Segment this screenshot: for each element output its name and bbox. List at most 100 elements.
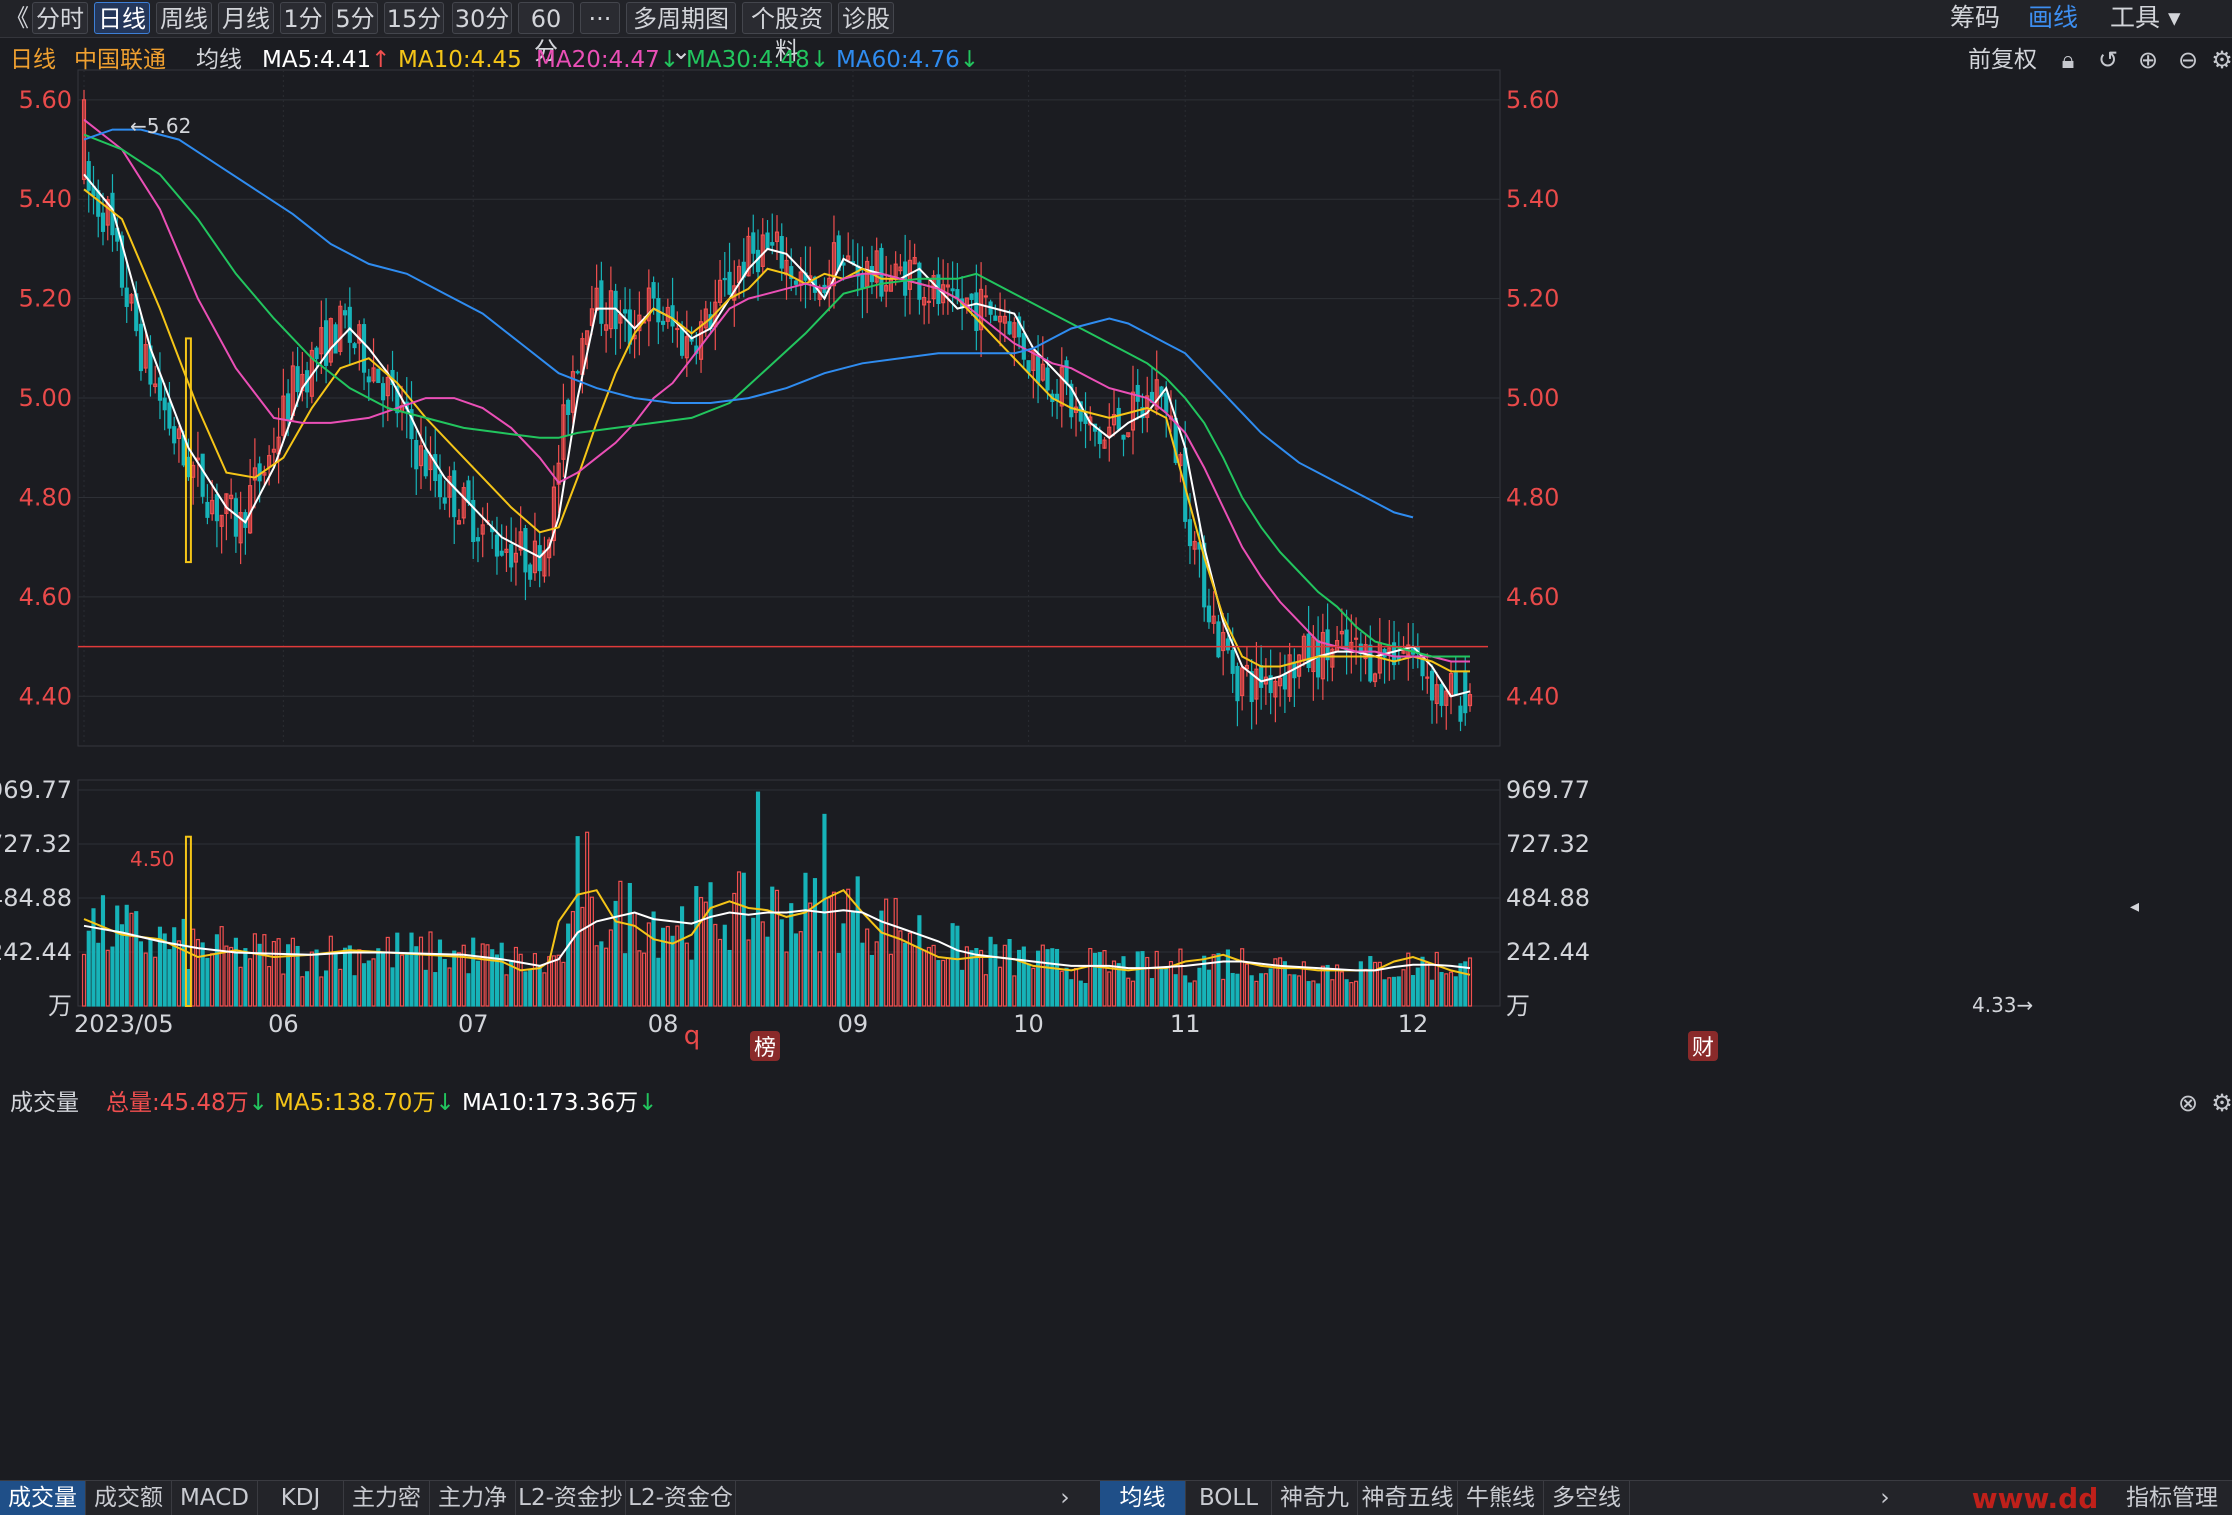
volume-bar — [1259, 973, 1264, 1007]
period-button-more[interactable]: ··· — [580, 2, 620, 34]
draw-line-button[interactable]: 画线 — [2028, 3, 2079, 32]
chevron-right-icon[interactable]: › — [1060, 1485, 1070, 1511]
volume-bar — [248, 958, 253, 1007]
candle-body — [717, 279, 723, 303]
candle-body — [395, 386, 400, 414]
candle-body — [1458, 705, 1463, 722]
volume-bar — [295, 945, 300, 1007]
period-button-1min[interactable]: 1分 — [280, 2, 326, 34]
fuquan-selector[interactable]: 前复权 — [1968, 47, 2037, 73]
volume-bar — [551, 955, 556, 1007]
volume-bar — [784, 951, 789, 1007]
candle-body — [385, 376, 390, 397]
tab-left-3[interactable]: KDJ — [258, 1481, 344, 1515]
volume-bar — [504, 974, 509, 1007]
volume-bar — [936, 960, 941, 1007]
zoom-in-icon[interactable]: ⊕ — [2137, 46, 2159, 74]
period-button-diagnose[interactable]: 诊股 — [838, 2, 894, 34]
period-button-fenshi[interactable]: 分时 — [32, 2, 88, 34]
period-button-30min[interactable]: 30分 — [452, 2, 512, 34]
volume-bar — [793, 933, 799, 1007]
tab-left-4[interactable]: 主力密码 — [344, 1481, 430, 1515]
volume-bar — [1002, 944, 1007, 1007]
tab-left-6[interactable]: L2-资金抄底 — [516, 1481, 626, 1515]
volume-bar — [1035, 950, 1041, 1007]
candle-body — [233, 498, 238, 537]
tab-left-5[interactable]: 主力净额 — [430, 1481, 516, 1515]
tab-right-5[interactable]: 多空线 — [1544, 1481, 1630, 1515]
candle-body — [1216, 621, 1221, 658]
candle-body — [205, 501, 210, 518]
period-button-60min[interactable]: 60分 — [518, 2, 574, 65]
tab-right-2[interactable]: 神奇九转 — [1272, 1481, 1358, 1515]
volume-bar — [119, 924, 125, 1007]
volume-bar — [390, 967, 395, 1007]
tab-right-1[interactable]: BOLL — [1186, 1481, 1272, 1515]
volume-bar — [841, 923, 846, 1007]
gear-icon[interactable]: ⚙ — [2211, 1089, 2232, 1117]
period-button-weekly[interactable]: 周线 — [156, 2, 212, 34]
volume-tick-left: 969.77 — [0, 776, 72, 804]
price-tick-right: 5.20 — [1506, 285, 1559, 313]
volume-bar — [233, 937, 238, 1007]
volume-bar — [888, 953, 893, 1007]
indicator-manager-button[interactable]: 指标管理 — [2126, 1485, 2218, 1511]
kline-chart[interactable]: 5.60 5.60 5.40 5.40 5.20 5.20 5.00 5.00 4.80 4.80… — [0, 0, 2232, 1480]
volume-bar — [1448, 971, 1454, 1007]
close-icon[interactable]: ⊗ — [2177, 1089, 2199, 1117]
period-button-monthly[interactable]: 月线 — [218, 2, 274, 34]
tab-left-0[interactable]: 成交量 — [0, 1481, 86, 1515]
period-button-multi-period[interactable]: 多周期图 ⌄ — [626, 2, 736, 65]
period-button-stock-profile[interactable]: 个股资料 — [742, 2, 832, 65]
price-tick-right: 4.80 — [1506, 483, 1559, 511]
candle-body — [200, 453, 205, 497]
lock-icon[interactable]: 🔒︎ — [2061, 46, 2075, 74]
price-tick-right: 4.60 — [1506, 583, 1559, 611]
volume-bar — [542, 972, 547, 1007]
ma-label[interactable]: 均线 — [196, 47, 242, 73]
candle-body — [1268, 675, 1273, 694]
candle-body — [1235, 665, 1240, 702]
candle-body — [238, 512, 243, 544]
volume-bar — [1368, 956, 1373, 1007]
undo-icon[interactable]: ↺ — [2097, 46, 2119, 74]
candle-body — [1192, 540, 1197, 550]
candle-body — [319, 327, 324, 355]
volume-bar — [509, 960, 514, 1007]
volume-tick-right: 484.88 — [1506, 884, 1590, 912]
volume-bar — [1363, 968, 1368, 1007]
back-button[interactable]: 《 — [5, 4, 29, 32]
period-button-15min[interactable]: 15分 — [384, 2, 444, 34]
candle-body — [380, 383, 386, 401]
chevron-right-icon[interactable]: › — [1880, 1485, 1890, 1511]
candle-body — [357, 324, 362, 344]
volume-bar — [1168, 960, 1174, 1007]
price-tick-right: 4.40 — [1506, 682, 1559, 710]
volume-bar — [176, 940, 182, 1007]
tab-right-4[interactable]: 牛熊线 — [1458, 1481, 1544, 1515]
tab-right-3[interactable]: 神奇五线谱 — [1358, 1481, 1458, 1515]
volume-bar — [642, 952, 647, 1007]
volume-bar — [1467, 957, 1473, 1007]
tab-left-2[interactable]: MACD — [172, 1481, 258, 1515]
period-button-5min[interactable]: 5分 — [332, 2, 378, 34]
stock-name[interactable]: 中国联通 — [74, 47, 166, 73]
candle-body — [1002, 315, 1007, 324]
marker-bang-bg — [750, 1031, 780, 1061]
volume-bar — [1135, 951, 1140, 1007]
tab-left-1[interactable]: 成交额 — [86, 1481, 172, 1515]
volume-tick-left: 242.44 — [0, 938, 72, 966]
tab-left-7[interactable]: L2-资金仓位 — [626, 1481, 736, 1515]
volume-bar — [585, 831, 590, 1007]
candle-body — [167, 402, 172, 429]
zoom-out-icon[interactable]: ⊖ — [2177, 46, 2199, 74]
candle-body — [903, 261, 908, 296]
chip-button[interactable]: 筹码 — [1950, 3, 2001, 32]
period-button-daily[interactable]: 日线 — [94, 2, 150, 34]
tab-right-0[interactable]: 均线 — [1100, 1481, 1186, 1515]
gear-icon[interactable]: ⚙ — [2211, 46, 2232, 74]
tools-menu[interactable]: 工具 ▾ — [2110, 3, 2181, 32]
candle-body — [176, 428, 182, 439]
volume-bar — [618, 880, 623, 1007]
volume-bar — [1216, 953, 1221, 1007]
